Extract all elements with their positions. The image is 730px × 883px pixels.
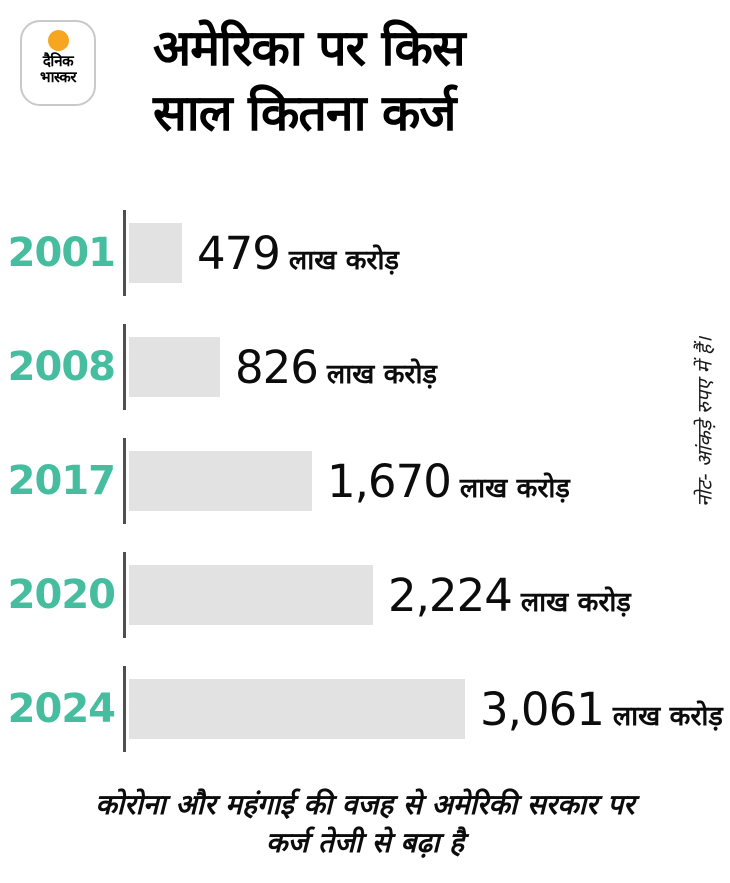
axis-tick	[123, 438, 126, 524]
value-label: 2,224 लाख करोड़	[388, 569, 631, 622]
value-number: 1,670	[327, 454, 452, 508]
value-number: 479	[197, 226, 281, 280]
footer-caption: कोरोना और महंगाई की वजह से अमेरिकी सरकार…	[0, 786, 730, 862]
logo-text-line1: दैनिक	[42, 52, 74, 70]
year-label: 2017	[7, 458, 116, 504]
value-unit: लाख करोड़	[459, 472, 570, 504]
bar	[129, 565, 373, 625]
logo-text-line2: भास्कर	[40, 67, 76, 86]
value-number: 826	[235, 340, 319, 394]
bar	[129, 223, 182, 283]
vertical-note: नोट- आंकड़े रुपए में हैं।	[692, 336, 717, 508]
year-label: 2020	[7, 572, 116, 618]
title-line1: अमेरिका पर किस	[153, 19, 466, 77]
chart-row: 2017 1,670 लाख करोड़	[0, 424, 730, 538]
bar	[129, 451, 312, 511]
value-number: 3,061	[480, 682, 605, 736]
value-unit: लाख करोड़	[520, 586, 631, 618]
bar	[129, 679, 465, 739]
axis-tick	[123, 552, 126, 638]
value-label: 1,670 लाख करोड़	[327, 455, 570, 508]
bar	[129, 337, 220, 397]
axis-tick	[123, 210, 126, 296]
axis-tick	[123, 666, 126, 752]
value-unit: लाख करोड़	[612, 700, 723, 732]
caption-line2: कर्ज तेजी से बढ़ा है	[265, 825, 465, 859]
year-label: 2001	[7, 230, 116, 276]
chart-row: 2024 3,061 लाख करोड़	[0, 652, 730, 766]
sun-dot-icon	[47, 30, 69, 51]
page-title: अमेरिका पर किस साल कितना कर्ज	[153, 16, 466, 146]
title-line2: साल कितना कर्ज	[153, 84, 457, 142]
year-label: 2024	[7, 686, 116, 732]
chart-row: 2020 2,224 लाख करोड़	[0, 538, 730, 652]
chart-row: 2001 479 लाख करोड़	[0, 196, 730, 310]
axis-tick	[123, 324, 126, 410]
value-unit: लाख करोड़	[326, 358, 437, 390]
value-label: 479 लाख करोड़	[197, 227, 399, 280]
value-unit: लाख करोड़	[288, 244, 399, 276]
bar-chart: 2001 479 लाख करोड़ 2008 826 लाख करोड़ 20…	[0, 196, 730, 766]
dainik-bhaskar-logo: दैनिक भास्कर	[20, 20, 96, 106]
year-label: 2008	[7, 344, 116, 390]
value-label: 3,061 लाख करोड़	[480, 683, 723, 736]
value-label: 826 लाख करोड़	[235, 341, 437, 394]
chart-row: 2008 826 लाख करोड़	[0, 310, 730, 424]
caption-line1: कोरोना और महंगाई की वजह से अमेरिकी सरकार…	[95, 788, 635, 821]
value-number: 2,224	[388, 568, 513, 622]
